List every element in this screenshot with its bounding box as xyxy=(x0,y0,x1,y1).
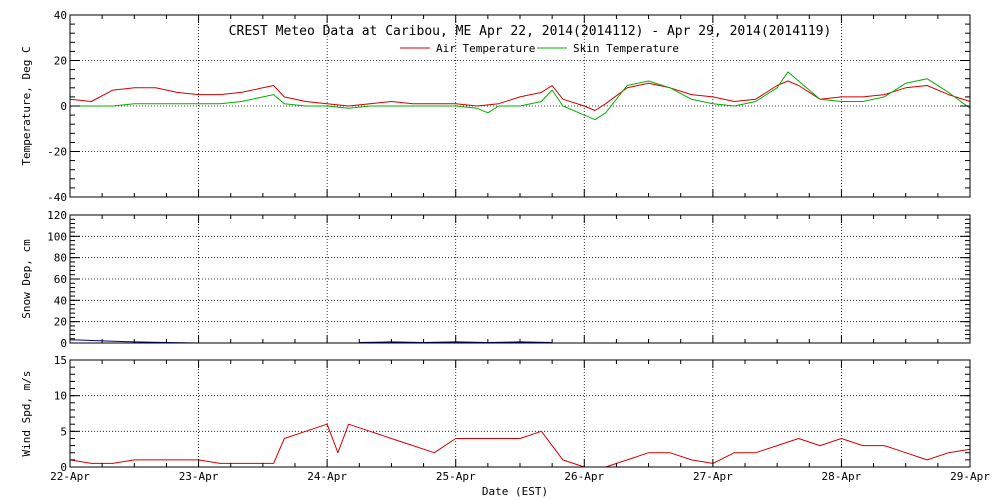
frame-layer xyxy=(69,14,971,468)
series-line-2-0 xyxy=(69,423,971,468)
y-tick-label: 0 xyxy=(60,337,67,350)
x-tick-label: 25-Apr xyxy=(436,470,476,483)
y-tick-label: 40 xyxy=(54,9,67,22)
grid-layer xyxy=(70,15,970,467)
y-tick-label: 15 xyxy=(54,354,67,367)
y-axis-label: Temperature, Deg C xyxy=(20,46,33,165)
y-tick-label: 0 xyxy=(60,461,67,474)
chart-title: CREST Meteo Data at Caribou, ME Apr 22, … xyxy=(229,24,832,39)
plot-frame xyxy=(69,214,971,344)
y-tick-label: 5 xyxy=(60,425,67,438)
y-tick-label: 100 xyxy=(47,230,67,243)
x-tick-label: 24-Apr xyxy=(307,470,347,483)
x-tick-label: 27-Apr xyxy=(693,470,733,483)
y-tick-label: -20 xyxy=(47,146,67,159)
y-tick-label: 40 xyxy=(54,294,67,307)
x-tick-label: 28-Apr xyxy=(822,470,862,483)
data-layer xyxy=(69,71,971,468)
series-line-0-1 xyxy=(70,71,971,121)
x-axis-label: Date (EST) xyxy=(482,485,548,498)
x-tick-label: 29-Apr xyxy=(950,470,990,483)
y-axis-label: Wind Spd, m/s xyxy=(20,370,33,456)
x-tick-label: 22-Apr xyxy=(50,470,90,483)
plot-frame xyxy=(69,359,971,468)
x-tick-label: 23-Apr xyxy=(179,470,219,483)
y-tick-label: 20 xyxy=(54,55,67,68)
y-tick-label: -40 xyxy=(47,191,67,204)
series-line-0-0 xyxy=(69,80,971,111)
y-tick-label: 80 xyxy=(54,252,67,265)
y-tick-label: 120 xyxy=(47,209,67,222)
y-tick-label: 0 xyxy=(60,100,67,113)
y-axis-label: Snow Dep, cm xyxy=(20,239,33,319)
y-tick-label: 60 xyxy=(54,273,67,286)
y-tick-label: 20 xyxy=(54,316,67,329)
text-layer: 40 20 0 -20 -40 Temperature, Deg C CREST Meteo… xyxy=(20,9,990,498)
x-tick-label: 26-Apr xyxy=(564,470,604,483)
plot-frame xyxy=(69,14,971,198)
y-tick-label: 10 xyxy=(54,390,67,403)
legend-entry: Air Temperature xyxy=(436,42,535,55)
legend-entry: Skin Temperature xyxy=(573,42,679,55)
